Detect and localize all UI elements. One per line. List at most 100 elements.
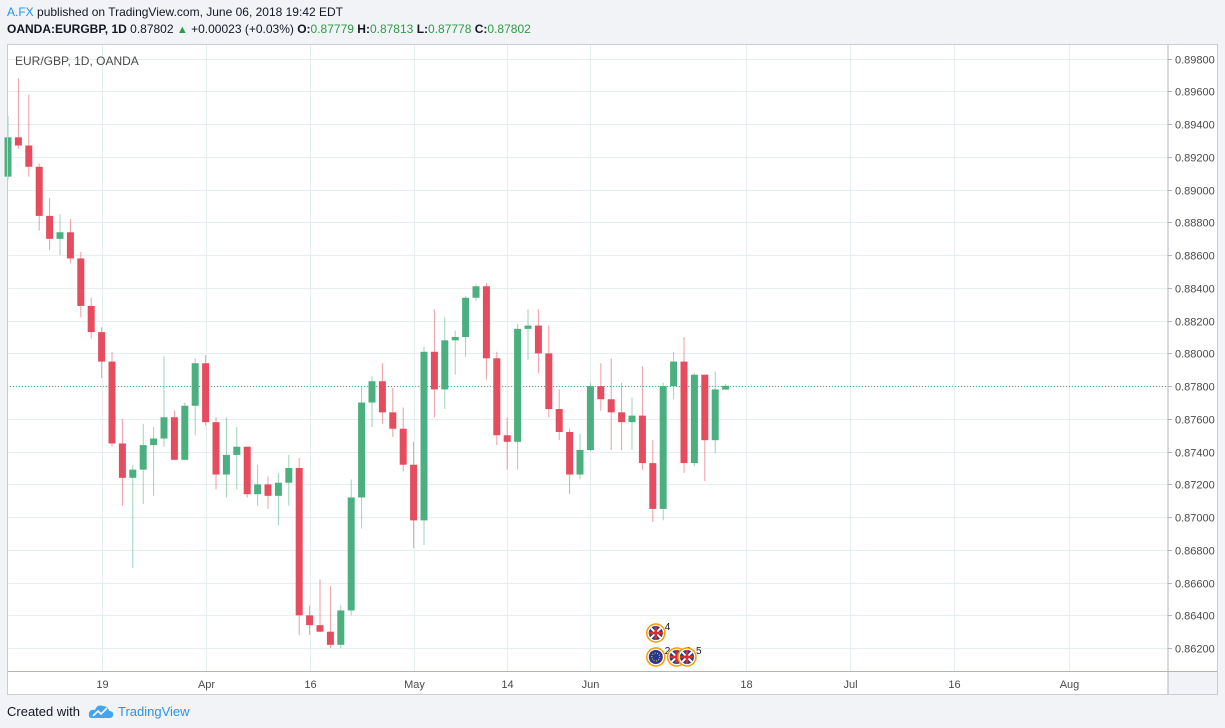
low-label: L:	[416, 22, 429, 36]
chart-title: EUR/GBP, 1D, OANDA	[15, 54, 139, 68]
candle-down	[534, 309, 542, 374]
candle-body	[670, 361, 678, 387]
candle-body	[326, 631, 334, 645]
event-count: 2	[665, 646, 671, 657]
uk-flag-event-icon[interactable]: 5	[677, 646, 702, 667]
candle-body	[212, 422, 220, 475]
event-count: 4	[665, 622, 671, 633]
candle-body	[56, 232, 64, 239]
candle-body	[77, 258, 85, 306]
publish-text: published on TradingView.com, June 06, 2…	[37, 5, 343, 19]
y-tick-label: 0.88000	[1175, 349, 1215, 361]
candle-body	[35, 166, 43, 216]
candle-body	[202, 363, 210, 423]
x-tick-label: May	[404, 679, 425, 691]
candle-up	[711, 371, 719, 454]
candle-body	[524, 325, 532, 329]
candle-body	[451, 337, 459, 341]
candle-body	[472, 286, 480, 298]
candle-down	[430, 309, 438, 418]
x-tick-label: Jul	[843, 679, 857, 691]
candle-body	[566, 431, 574, 475]
candle-down	[66, 219, 74, 264]
y-tick-label: 0.89800	[1175, 55, 1215, 67]
candle-down	[35, 163, 43, 231]
candle-down	[389, 387, 397, 437]
candle-down	[264, 476, 272, 509]
candle-down	[545, 325, 553, 418]
tradingview-brand-link[interactable]: TradingView	[118, 704, 190, 719]
candle-body	[441, 340, 449, 390]
candle-body	[482, 286, 490, 359]
candle-body	[420, 351, 428, 521]
candle-down	[326, 585, 334, 649]
candle-body	[337, 610, 345, 645]
x-axis-labels: 19 Apr 16 May 14 Jun 18 Jul 16 Aug	[96, 679, 1079, 691]
candle-up	[576, 433, 584, 480]
candle-body	[430, 351, 438, 390]
y-tick-label: 0.88200	[1175, 317, 1215, 329]
price-change: +0.00023 (+0.03%)	[191, 22, 294, 36]
event-markers[interactable]: 4225	[646, 622, 702, 667]
candle-body	[410, 464, 418, 521]
price-chart[interactable]: 4225 0.898000.896000.894000.892000.89000…	[0, 0, 1225, 700]
candle-down	[212, 417, 220, 490]
candle-body	[285, 468, 293, 483]
candle-up	[659, 382, 667, 521]
candle-up	[129, 464, 137, 568]
y-tick-label: 0.87400	[1175, 448, 1215, 460]
y-tick-label: 0.88800	[1175, 218, 1215, 230]
candle-up	[150, 427, 158, 496]
up-triangle-icon: ▲	[176, 24, 188, 36]
candle-body	[503, 435, 511, 442]
candle-down	[98, 327, 106, 378]
candle-body	[181, 405, 189, 460]
candle-down	[638, 366, 646, 470]
candle-body	[618, 412, 626, 423]
candle-up	[358, 386, 366, 529]
uk-flag-event-icon[interactable]: 4	[646, 622, 671, 643]
x-tick-label: Apr	[198, 679, 215, 691]
price-axis[interactable]	[1168, 44, 1218, 671]
eu-flag-event-icon[interactable]: 2	[646, 646, 671, 667]
time-axis[interactable]	[7, 671, 1168, 694]
candle-down	[243, 446, 251, 498]
y-axis-labels: 0.89800 0.89600 0.89400 0.89200 0.89000 0.888…	[1168, 55, 1215, 656]
candle-body	[118, 443, 126, 478]
candle-body	[191, 363, 199, 406]
candle-down	[306, 605, 314, 635]
candle-body	[638, 415, 646, 464]
candle-body	[358, 402, 366, 498]
candle-body	[711, 389, 719, 441]
candle-body	[243, 446, 251, 495]
author-link[interactable]: A.FX	[7, 5, 34, 19]
candle-down	[566, 428, 574, 495]
y-tick-label: 0.87600	[1175, 415, 1215, 427]
x-tick-label: Aug	[1060, 679, 1080, 691]
y-tick-label: 0.86200	[1175, 644, 1215, 656]
candle-up	[56, 214, 64, 256]
candle-up	[420, 346, 428, 545]
candle-body	[254, 484, 262, 495]
candle-down	[493, 351, 501, 446]
x-tick-label: Jun	[582, 679, 600, 691]
y-tick-label: 0.89200	[1175, 153, 1215, 165]
candle-body	[607, 399, 615, 413]
x-tick-label: 16	[948, 679, 960, 691]
candle-body	[170, 417, 178, 460]
candle-down	[46, 197, 54, 251]
y-tick-label: 0.87200	[1175, 480, 1215, 492]
y-tick-label: 0.87800	[1175, 382, 1215, 394]
candle-down	[108, 351, 116, 447]
created-with-text: Created with	[7, 704, 80, 719]
candle-up	[254, 464, 262, 506]
x-tick-label: 14	[501, 679, 513, 691]
candle-up	[368, 376, 376, 428]
candle-up	[670, 351, 678, 400]
tradingview-cloud-icon[interactable]	[88, 703, 114, 721]
candle-down	[378, 363, 386, 424]
plot-background	[7, 44, 1168, 671]
candle-down	[295, 458, 303, 635]
candle-up	[514, 323, 522, 470]
candle-body	[139, 445, 147, 470]
